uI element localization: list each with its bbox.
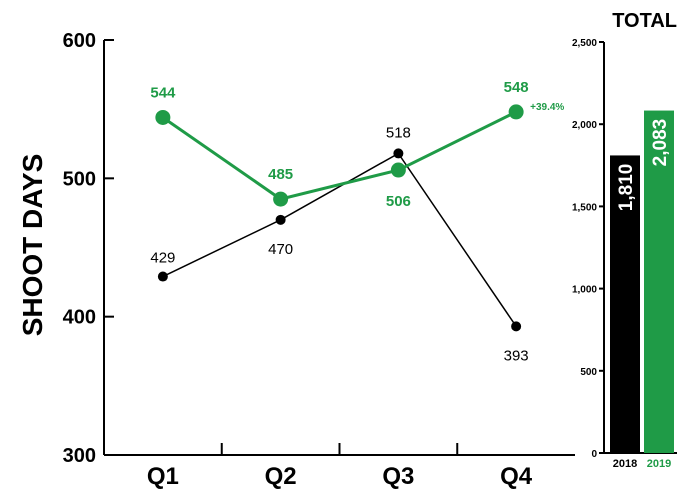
data-label-2019: 544 <box>150 84 176 101</box>
data-point-2018 <box>511 321 522 332</box>
data-label-2019: 506 <box>386 193 411 210</box>
y-tick-label: 500 <box>63 168 96 190</box>
data-label-2018: 518 <box>386 124 411 141</box>
bar-2018 <box>610 155 640 453</box>
y-axis-label: SHOOT DAYS <box>17 154 48 337</box>
y-tick-label: 600 <box>63 30 96 52</box>
data-point-2019 <box>155 109 171 125</box>
bar-y-tick-label: 500 <box>580 367 597 378</box>
x-tick-label: Q2 <box>265 463 297 490</box>
data-label-2018: 429 <box>150 250 175 267</box>
data-point-2018 <box>157 271 168 282</box>
growth-annotation: +39.4% <box>530 102 564 113</box>
bar-y-tick-label: 1,500 <box>572 202 597 213</box>
y-tick-label: 400 <box>63 307 96 329</box>
bar-value-label: 1,810 <box>616 164 637 212</box>
bar-y-tick-label: 1,000 <box>572 285 597 296</box>
bar-chart-title: TOTAL <box>612 10 677 32</box>
bar-category-label: 2018 <box>613 458 637 470</box>
bar-y-tick-label: 0 <box>591 449 597 460</box>
bar-y-tick-label: 2,500 <box>572 38 597 49</box>
data-point-2019 <box>508 104 524 120</box>
data-point-2019 <box>390 162 406 178</box>
data-point-2019 <box>273 191 289 207</box>
total-bar-chart: TOTAL 0 500 1,000 1,500 2,000 2,500 1,810 2018… <box>572 10 677 470</box>
line-chart: SHOOT DAYS 300 400 500 600 Q1 Q2 Q3 Q4 429 470 5… <box>17 30 575 490</box>
series-line-2019 <box>162 110 517 201</box>
bar-y-tick-label: 2,000 <box>572 120 597 131</box>
data-label-2018: 393 <box>504 347 529 364</box>
x-tick-label: Q3 <box>382 463 414 490</box>
bar-category-label: 2019 <box>647 458 671 470</box>
data-label-2019: 548 <box>504 79 529 96</box>
y-tick-label: 300 <box>63 445 96 467</box>
x-tick-label: Q1 <box>147 463 179 490</box>
data-label-2018: 470 <box>268 241 293 258</box>
bar-2019 <box>644 110 674 453</box>
data-label-2019: 485 <box>268 166 293 183</box>
x-tick-label: Q4 <box>500 463 533 490</box>
series-line-2018 <box>162 152 517 327</box>
bar-value-label: 2,083 <box>650 119 671 167</box>
data-point-2018 <box>393 148 404 159</box>
data-point-2018 <box>275 214 286 225</box>
